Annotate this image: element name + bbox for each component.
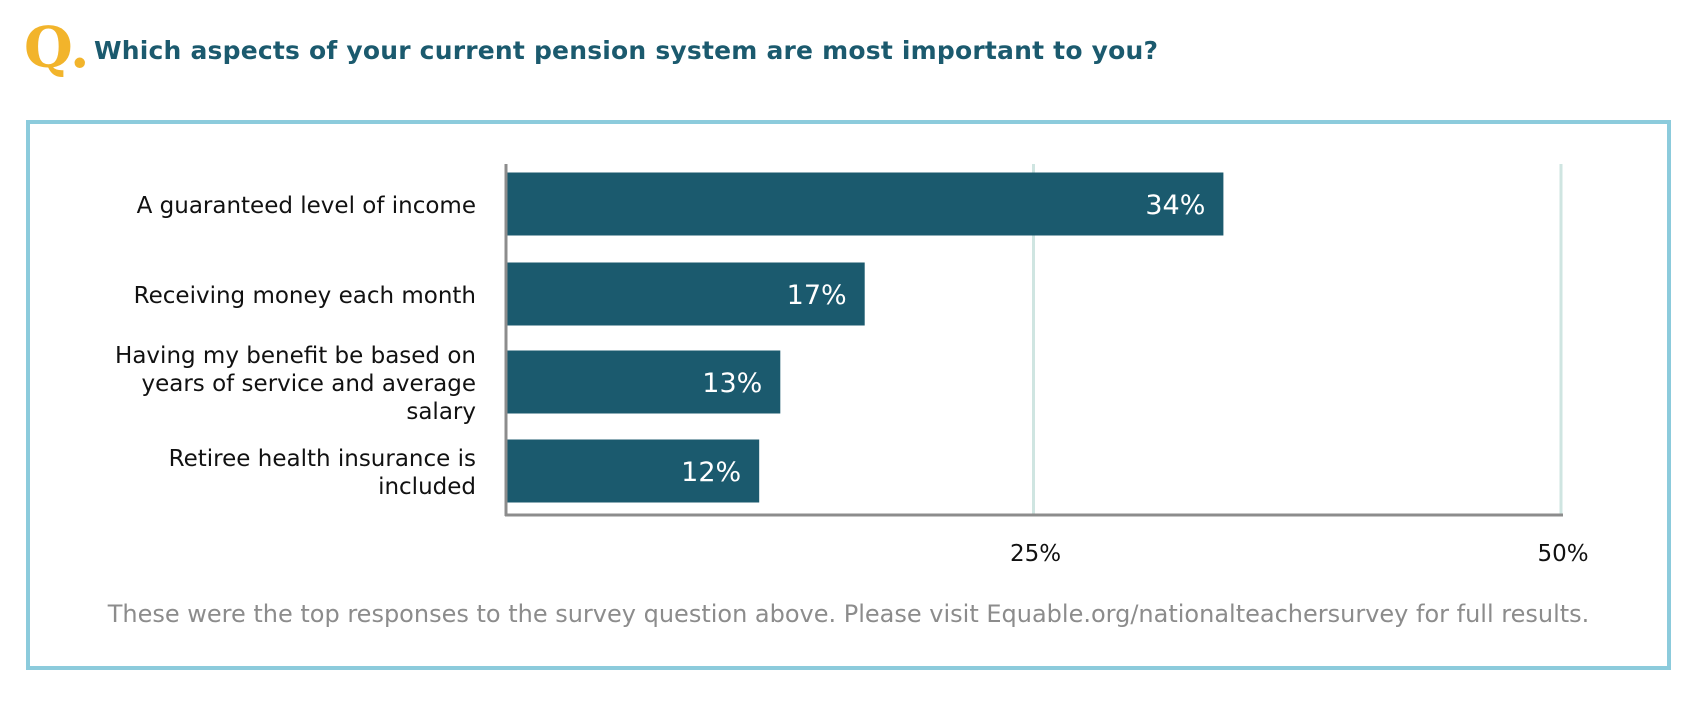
- chart-frame: [26, 120, 1671, 670]
- bar-value-label-2: 13%: [702, 368, 762, 399]
- category-label-3-0: Retiree health insurance is: [169, 446, 476, 472]
- category-label-0-0: A guaranteed level of income: [137, 193, 476, 219]
- footnote: These were the top responses to the surv…: [107, 600, 1590, 628]
- category-label-2-1: years of service and average: [141, 371, 476, 397]
- category-label-2-0: Having my benefit be based on: [115, 343, 476, 369]
- bar-value-label-0: 34%: [1145, 190, 1205, 221]
- question-mark-logo: Q.: [24, 15, 90, 81]
- bar-0: [506, 172, 1224, 236]
- bar-3: [506, 439, 760, 503]
- bar-1: [506, 262, 865, 326]
- category-label-2-2: salary: [406, 399, 476, 425]
- question-title: Which aspects of your current pension sy…: [94, 36, 1159, 65]
- bar-value-label-3: 12%: [681, 457, 741, 488]
- tick-label-0: 25%: [1010, 541, 1061, 567]
- category-label-3-1: included: [378, 474, 476, 500]
- bar-2: [506, 350, 781, 414]
- bar-value-label-1: 17%: [787, 280, 847, 311]
- tick-label-1: 50%: [1537, 541, 1588, 567]
- category-label-1-0: Receiving money each month: [134, 283, 476, 309]
